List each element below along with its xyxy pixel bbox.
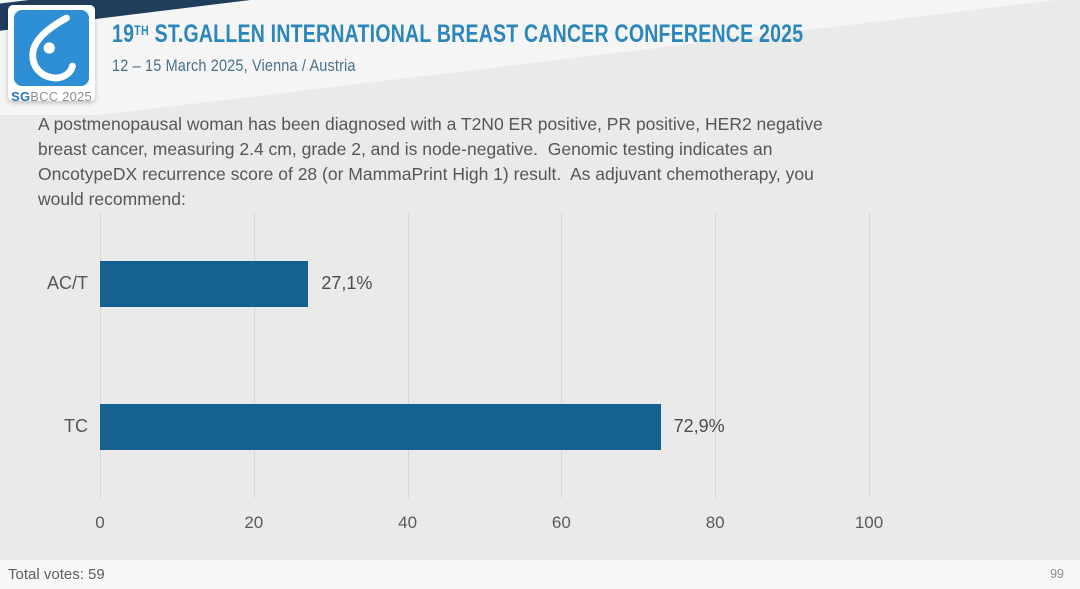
poll-results-chart: AC/T 27,1% TC 72,9% — [0, 213, 1080, 498]
conference-subtitle: 12 – 15 March 2025, Vienna / Austria — [112, 56, 356, 75]
sgbcc-logo: SGBCC 2025 — [8, 5, 95, 104]
gridline-20 — [253, 213, 255, 498]
x-tick-label-20: 20 — [244, 513, 264, 532]
footer-bar — [0, 560, 1080, 589]
conference-title: 19TH ST.GALLEN INTERNATIONAL BREAST CANC… — [112, 20, 803, 49]
gridline-80 — [715, 213, 717, 498]
question-line: A postmenopausal woman has been diagnose… — [38, 114, 823, 134]
logo-caption: SGBCC 2025 — [8, 89, 95, 104]
value-label: 27,1% — [321, 273, 373, 294]
logo-caption-sg: SG — [11, 89, 31, 104]
category-label: AC/T — [46, 273, 88, 294]
x-tick-label-0: 0 — [95, 513, 105, 532]
title-ordinal: TH — [134, 23, 149, 39]
total-votes-label: Total votes: 59 — [8, 566, 105, 583]
gridline-0 — [100, 213, 101, 498]
logo-caption-rest: BCC 2025 — [30, 89, 92, 104]
bar-tc — [100, 403, 661, 450]
slide-header: SGBCC 2025 19TH ST.GALLEN INTERNATIONAL … — [0, 0, 1080, 118]
x-tick-label-40: 40 — [398, 513, 418, 532]
poll-question: A postmenopausal woman has been diagnose… — [38, 112, 998, 212]
title-text: ST.GALLEN INTERNATIONAL BREAST CANCER CO… — [148, 20, 804, 48]
bar-ac-t — [100, 261, 309, 308]
question-line: OncotypeDX recurrence score of 28 (or Ma… — [38, 164, 814, 184]
x-tick-label-100: 100 — [854, 513, 884, 532]
gridline-60 — [561, 213, 563, 498]
x-tick-label-60: 60 — [551, 513, 571, 532]
x-tick-label-80: 80 — [705, 513, 725, 532]
question-line: breast cancer, measuring 2.4 cm, grade 2… — [38, 139, 773, 159]
value-label: 72,9% — [673, 415, 725, 436]
conference-title-block: 19TH ST.GALLEN INTERNATIONAL BREAST CANC… — [112, 20, 998, 76]
page-number: 99 — [1050, 567, 1064, 581]
question-line: would recommend: — [38, 189, 186, 209]
category-label: TC — [64, 415, 88, 436]
gridline-100 — [869, 213, 870, 498]
title-number: 19 — [112, 20, 135, 48]
x-axis: 0 20 40 60 80 100 — [0, 513, 1080, 539]
chart-plot-area — [100, 213, 870, 498]
gridline-40 — [407, 213, 409, 498]
breast-drop-icon — [14, 10, 89, 86]
